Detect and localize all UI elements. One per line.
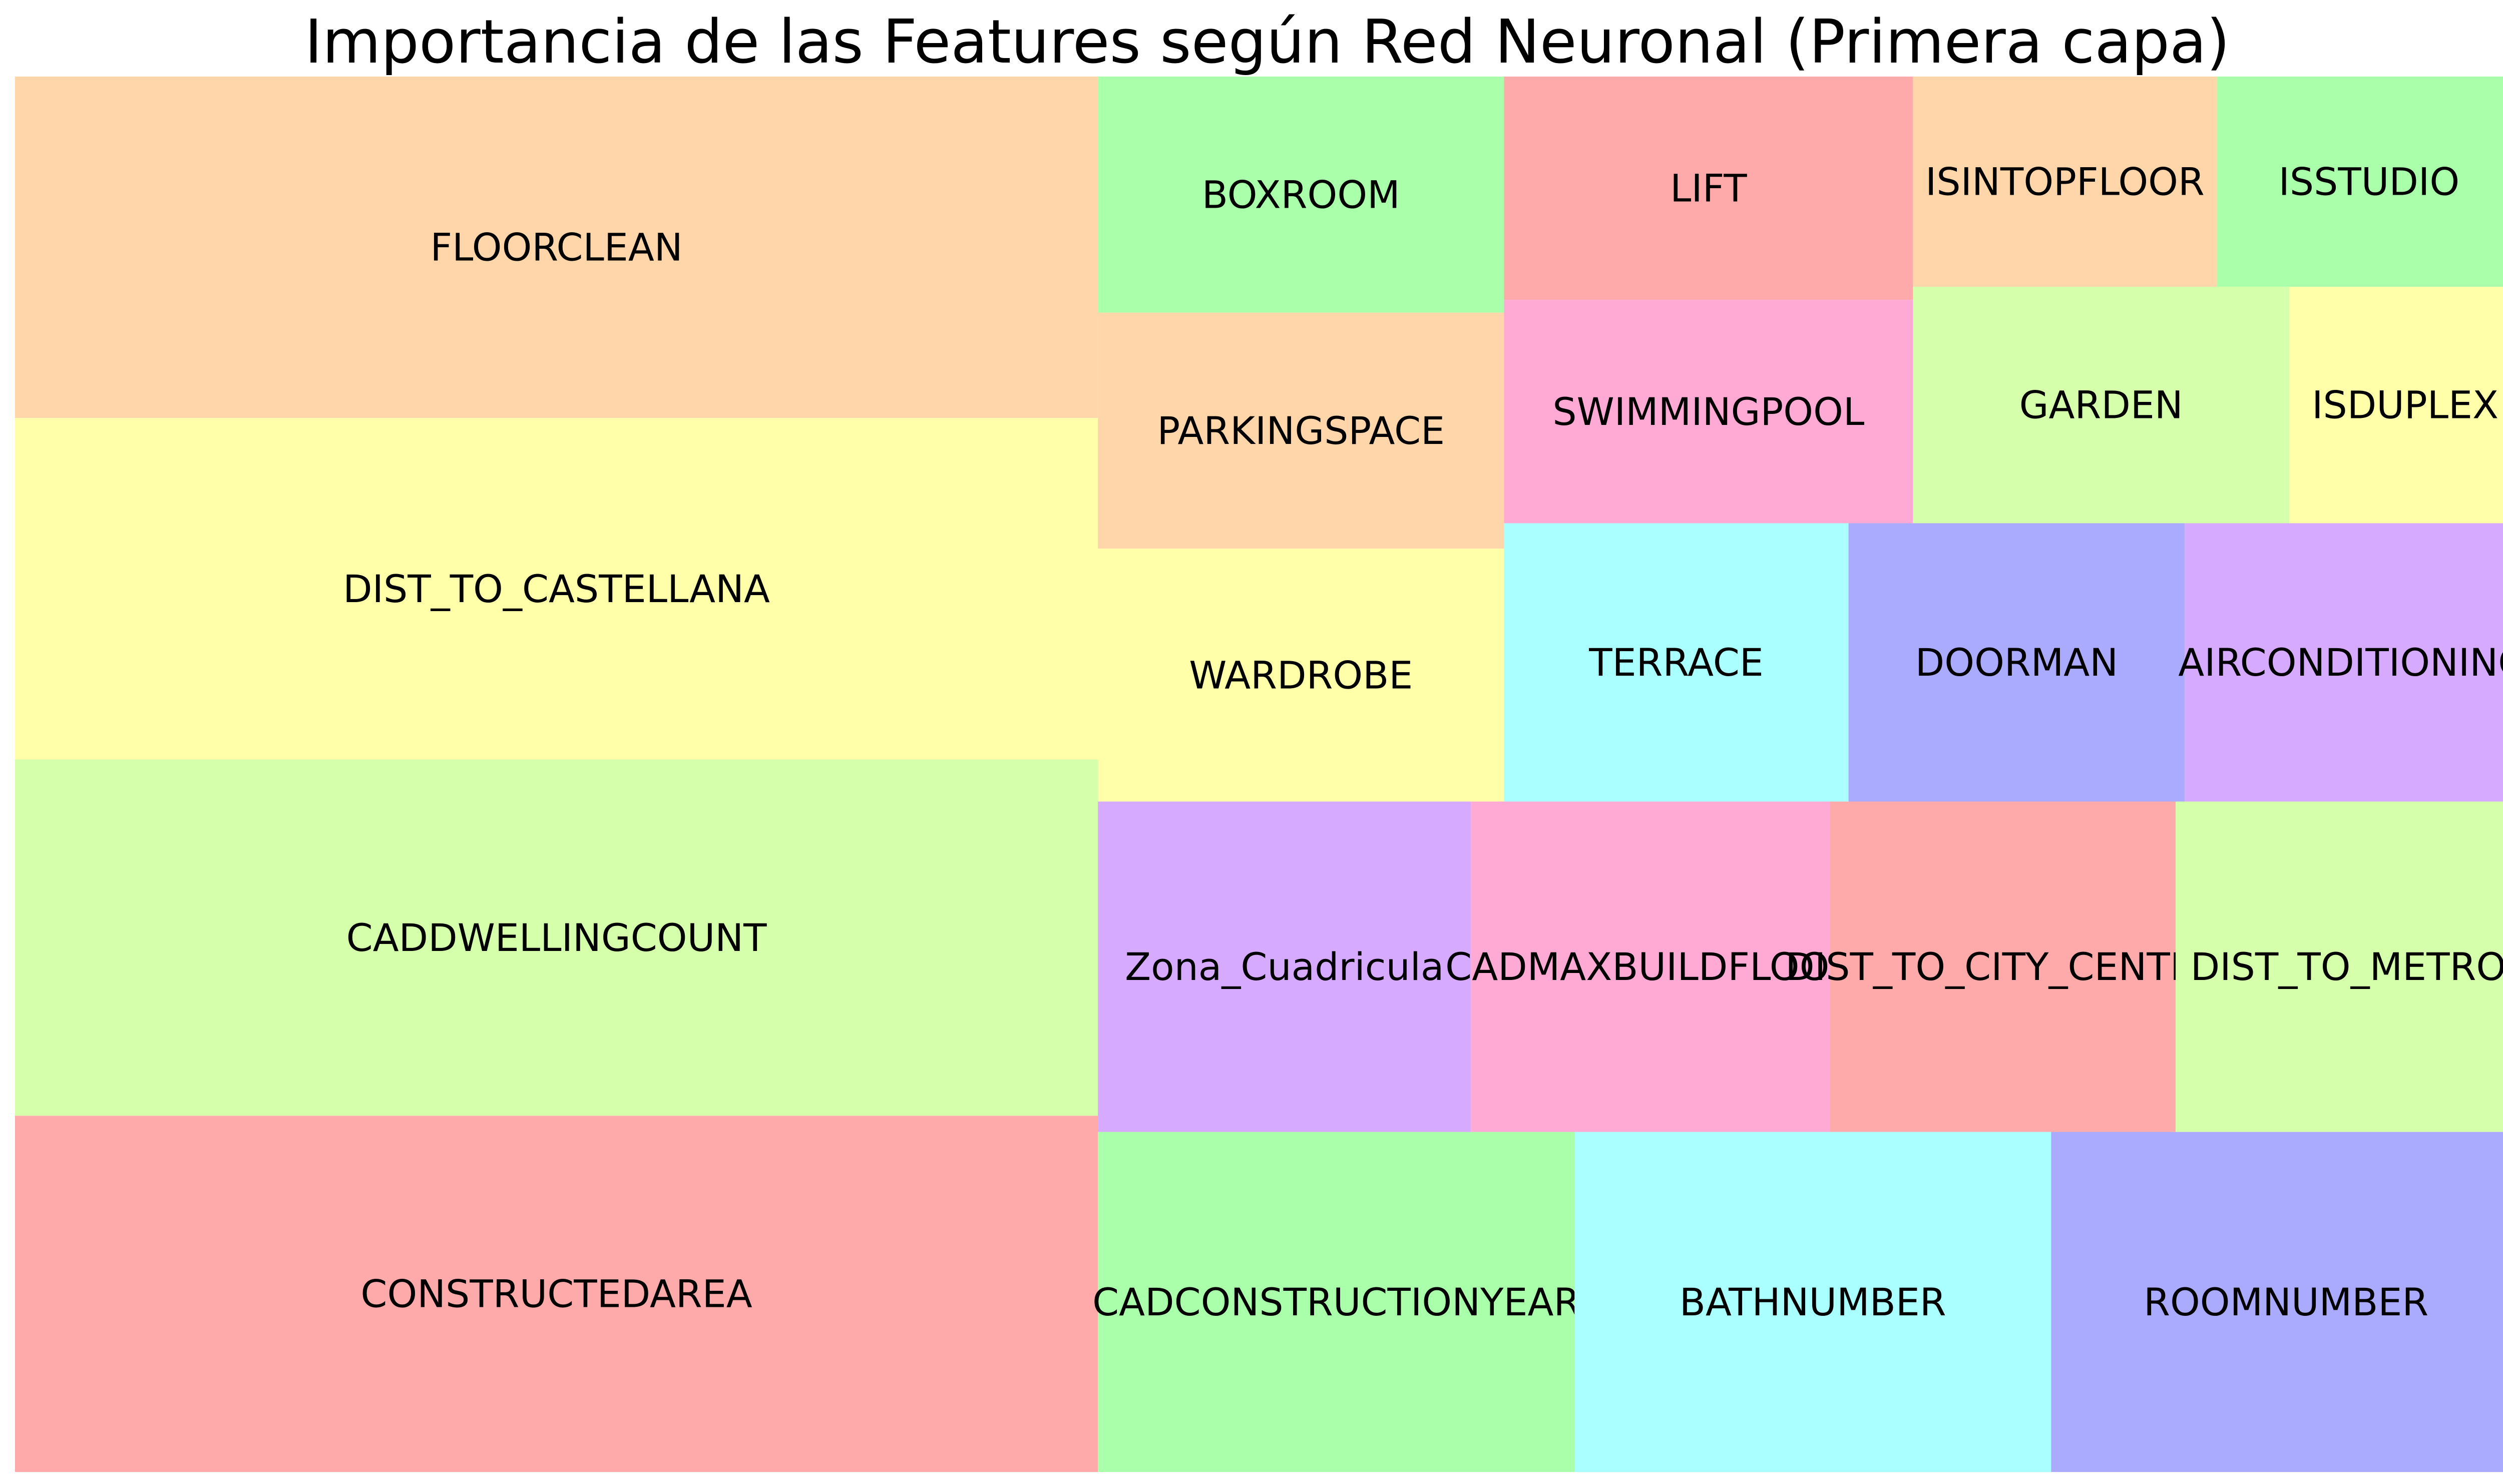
treemap-cell-bathnumber xyxy=(1574,1132,2051,1472)
treemap-label-doorman: DOORMAN xyxy=(1915,640,2118,685)
treemap-cell-boxroom xyxy=(1098,77,1504,313)
treemap-cell-roomnumber xyxy=(2051,1132,2503,1472)
treemap-label-dist-to-castellana: DIST_TO_CASTELLANA xyxy=(343,567,770,611)
treemap-label-dist-to-metro: DIST_TO_METRO xyxy=(2191,944,2503,989)
treemap-cell-lift xyxy=(1504,77,1913,300)
treemap-label-isduplex: ISDUPLEX xyxy=(2312,383,2498,427)
treemap-label-bathnumber: BATHNUMBER xyxy=(1680,1280,1946,1324)
treemap-label-swimmingpool: SWIMMINGPOOL xyxy=(1552,389,1864,434)
treemap-cell-garden xyxy=(1913,286,2290,524)
treemap-cell-isstudio xyxy=(2217,77,2503,287)
treemap-cell-dist-to-city-center xyxy=(1830,801,2176,1132)
treemap-cell-isduplex xyxy=(2289,286,2503,524)
treemap-cell-terrace xyxy=(1504,523,1849,802)
treemap-cell-airconditioning xyxy=(2185,523,2503,802)
treemap-cell-dist-to-metro xyxy=(2175,801,2503,1132)
treemap-label-constructedarea: CONSTRUCTEDAREA xyxy=(360,1272,752,1316)
treemap-label-cadmaxbuildfloor: CADMAXBUILDFLOOR xyxy=(1445,944,1856,989)
treemap-label-floorclean: FLOORCLEAN xyxy=(430,225,682,270)
treemap-label-caddwellingcount: CADDWELLINGCOUNT xyxy=(346,915,767,960)
treemap-label-dist-to-city-center: DIST_TO_CITY_CENTER xyxy=(1785,944,2220,989)
treemap-cell-dist-to-castellana xyxy=(15,418,1098,760)
treemap-label-terrace: TERRACE xyxy=(1588,640,1764,685)
treemap-chart: FLOORCLEAN DIST_TO_CASTELLANA CADDWELLINGC… xyxy=(15,77,2503,1472)
treemap-cell-isintopfloor xyxy=(1913,77,2217,287)
treemap-label-isintopfloor: ISINTOPFLOOR xyxy=(1925,159,2205,204)
treemap-cell-cadmaxbuildfloor xyxy=(1471,801,1830,1132)
treemap-label-wardrobe: WARDROBE xyxy=(1189,653,1413,697)
treemap-cell-caddwellingcount xyxy=(15,759,1098,1116)
treemap-cell-constructedarea xyxy=(15,1116,1098,1472)
treemap-label-roomnumber: ROOMNUMBER xyxy=(2144,1280,2428,1324)
chart-title: Importancia de las Features según Red Ne… xyxy=(304,8,2230,77)
treemap-cell-cadconstructionyear xyxy=(1098,1132,1575,1472)
treemap-label-cadconstructionyear: CADCONSTRUCTIONYEAR xyxy=(1092,1280,1580,1324)
treemap-label-boxroom: BOXROOM xyxy=(1202,172,1400,217)
treemap-label-parkingspace: PARKINGSPACE xyxy=(1157,408,1445,453)
treemap-cell-swimmingpool xyxy=(1504,300,1913,524)
treemap-cell-zona-cuadricula xyxy=(1098,801,1471,1132)
treemap-cell-wardrobe xyxy=(1098,549,1504,802)
treemap-cell-doorman xyxy=(1848,523,2185,802)
treemap-label-lift: LIFT xyxy=(1670,166,1747,211)
treemap-cell-parkingspace xyxy=(1098,312,1504,549)
treemap-label-garden: GARDEN xyxy=(2019,383,2183,427)
treemap-label-zona-cuadricula: Zona_Cuadricula xyxy=(1125,944,1444,989)
treemap-label-isstudio: ISSTUDIO xyxy=(2278,159,2459,204)
treemap-label-airconditioning: AIRCONDITIONING xyxy=(2178,640,2503,685)
treemap-cell-floorclean xyxy=(15,77,1098,418)
